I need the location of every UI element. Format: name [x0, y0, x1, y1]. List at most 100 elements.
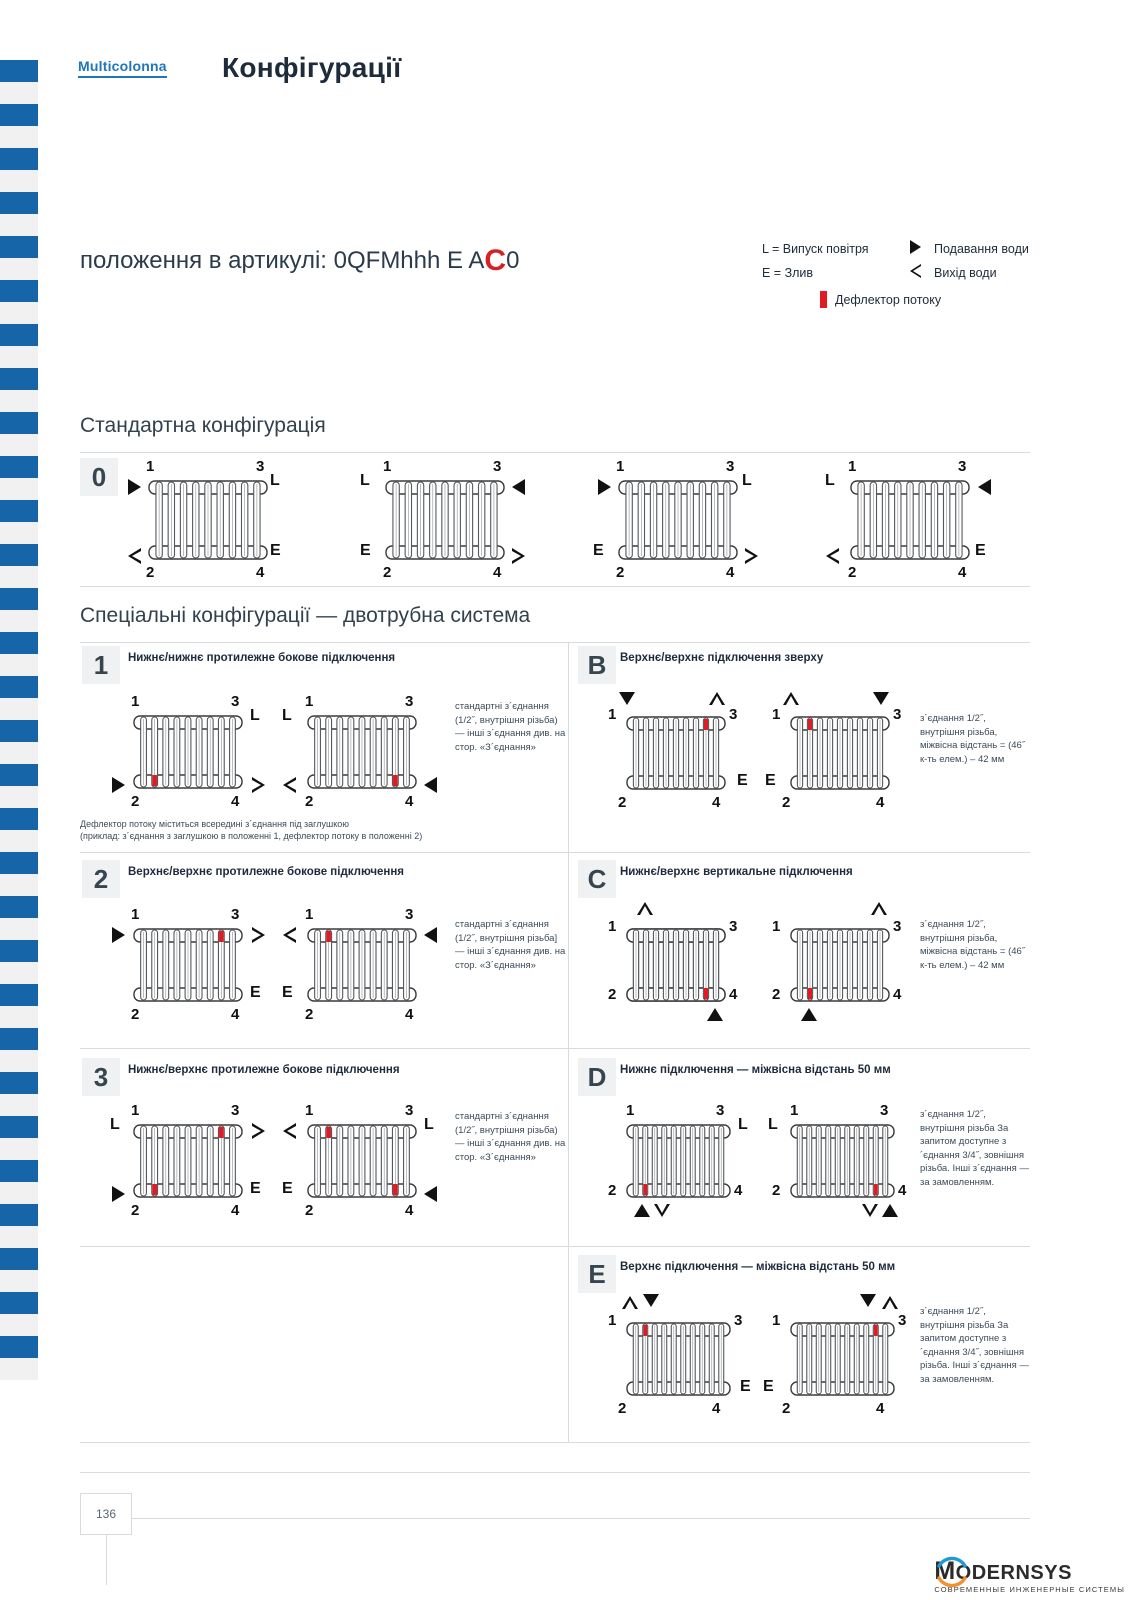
port-number-4: 4 — [876, 1400, 885, 1417]
port-number-2: 2 — [131, 1006, 140, 1023]
title-row-1: Нижнє/нижнє протилежне бокове підключенн… — [128, 652, 396, 664]
port-number-3: 3 — [405, 693, 414, 710]
port-letter-E: E — [737, 772, 748, 789]
port-number-4: 4 — [893, 986, 902, 1003]
arrow-u-open-icon — [709, 692, 725, 705]
port-number-3: 3 — [231, 693, 240, 710]
port-number-4: 4 — [712, 1400, 721, 1417]
title-row-2: Верхнє/верхнє протилежне бокове підключе… — [128, 866, 404, 878]
rule-row-4 — [80, 1442, 1030, 1443]
port-number-4: 4 — [231, 1202, 240, 1219]
page-number: 136 — [80, 1493, 132, 1535]
legend-water-in: Подавання води — [910, 240, 1029, 257]
rule-row-2 — [80, 1048, 1030, 1049]
arrow-l-solid-icon — [424, 927, 437, 943]
port-number-1: 1 — [383, 458, 392, 475]
legend-water-in-label: Подавання води — [934, 241, 1029, 256]
logo-tagline: СОВРЕМЕННЫЕ ИНЖЕНЕРНЫЕ СИСТЕМЫ — [934, 1585, 1125, 1594]
title-row-3: Нижнє/верхнє протилежне бокове підключен… — [128, 1064, 400, 1076]
legend-deflector: Дефлектор потоку — [820, 291, 1092, 308]
port-number-1: 1 — [608, 918, 617, 935]
arrow-r-solid-icon — [112, 777, 125, 793]
radiator-diagram — [626, 928, 726, 1002]
radiator-diagram — [626, 1322, 731, 1396]
arrow-u-solid-icon — [801, 1008, 817, 1021]
port-number-4: 4 — [712, 794, 721, 811]
legend: L = Випуск повітря Подавання води E = Зл… — [762, 240, 1092, 308]
arrow-r-open-icon — [252, 777, 265, 793]
port-number-2: 2 — [772, 986, 781, 1003]
port-number-4: 4 — [405, 1006, 414, 1023]
logo-name: ODERNSYS — [955, 1562, 1072, 1584]
port-number-1: 1 — [305, 906, 314, 923]
port-number-3: 3 — [880, 1102, 889, 1119]
port-letter-E: E — [975, 542, 986, 559]
arrow-u-open-icon — [783, 692, 799, 705]
badge-row-3: 3 — [82, 1058, 120, 1096]
radiator-diagram — [626, 1124, 731, 1198]
port-number-3: 3 — [405, 906, 414, 923]
arrow-u-solid-icon — [634, 1204, 650, 1217]
badge-row-0: 0 — [80, 458, 118, 496]
logo-arc-icon — [937, 1556, 968, 1588]
radiator-diagram — [618, 480, 738, 560]
radiator-diagram — [790, 1124, 895, 1198]
logo-modernsys: MODERNSYS СОВРЕМЕННЫЕ ИНЖЕНЕРНЫЕ СИСТЕМЫ — [934, 1556, 1125, 1594]
port-number-4: 4 — [405, 793, 414, 810]
port-number-3: 3 — [726, 458, 735, 475]
radiator-diagram — [790, 716, 890, 790]
port-number-4: 4 — [231, 793, 240, 810]
triangle-right-solid-icon — [910, 240, 934, 257]
port-number-1: 1 — [626, 1102, 635, 1119]
port-number-1: 1 — [146, 458, 155, 475]
badge-row-1: 1 — [82, 646, 120, 684]
port-number-1: 1 — [772, 1312, 781, 1329]
port-number-1: 1 — [772, 918, 781, 935]
legend-water-out-label: Вихід води — [934, 265, 997, 280]
port-letter-L: L — [825, 472, 835, 489]
arrow-u-open-icon — [871, 902, 887, 915]
port-number-3: 3 — [405, 1102, 414, 1119]
port-number-1: 1 — [305, 693, 314, 710]
rule-special-top — [80, 642, 1030, 643]
note-row-3: стандартні з´єднання (1/2˝, внутрішня рі… — [455, 1111, 566, 1163]
port-number-2: 2 — [305, 1006, 314, 1023]
port-number-3: 3 — [716, 1102, 725, 1119]
port-letter-E: E — [250, 1180, 261, 1197]
arrow-r-open-icon — [512, 548, 525, 564]
port-number-4: 4 — [726, 564, 735, 581]
port-number-2: 2 — [618, 794, 627, 811]
radiator-diagram — [385, 480, 505, 560]
port-number-3: 3 — [493, 458, 502, 475]
page-number-tick — [106, 1535, 107, 1585]
arrow-u-open-icon — [882, 1296, 898, 1309]
radiator-diagram — [307, 928, 417, 1002]
arrow-l-solid-icon — [424, 777, 437, 793]
port-number-2: 2 — [782, 794, 791, 811]
port-letter-L: L — [742, 472, 752, 489]
port-number-4: 4 — [898, 1182, 907, 1199]
section-heading-special: Спеціальні конфігурації — двотрубна сист… — [80, 604, 531, 627]
arrow-d-open-icon — [654, 1204, 670, 1217]
rule-standard-bottom — [80, 586, 1030, 587]
arrow-l-open-icon — [283, 777, 296, 793]
article-position-line: положення в артикулі: 0QFMhhh E AC0 — [80, 244, 519, 278]
port-number-2: 2 — [608, 986, 617, 1003]
arrow-l-solid-icon — [978, 479, 991, 495]
port-letter-E: E — [270, 542, 281, 559]
arrow-l-solid-icon — [512, 479, 525, 495]
rule-row-3 — [80, 1246, 1030, 1247]
title-row-B: Верхнє/верхнє підключення зверху — [620, 652, 824, 664]
note-row-D: з´єднання 1/2˝, внутрішня різьба За запи… — [920, 1109, 1029, 1188]
radiator-diagram — [133, 928, 243, 1002]
port-letter-L: L — [768, 1116, 778, 1133]
port-number-2: 2 — [305, 793, 314, 810]
brand-label: Multicolonna — [78, 58, 167, 78]
port-number-1: 1 — [790, 1102, 799, 1119]
port-number-4: 4 — [405, 1202, 414, 1219]
port-letter-L: L — [250, 707, 260, 724]
arrow-r-solid-icon — [128, 479, 141, 495]
port-number-1: 1 — [131, 906, 140, 923]
port-letter-E: E — [282, 984, 293, 1001]
port-number-1: 1 — [616, 458, 625, 475]
